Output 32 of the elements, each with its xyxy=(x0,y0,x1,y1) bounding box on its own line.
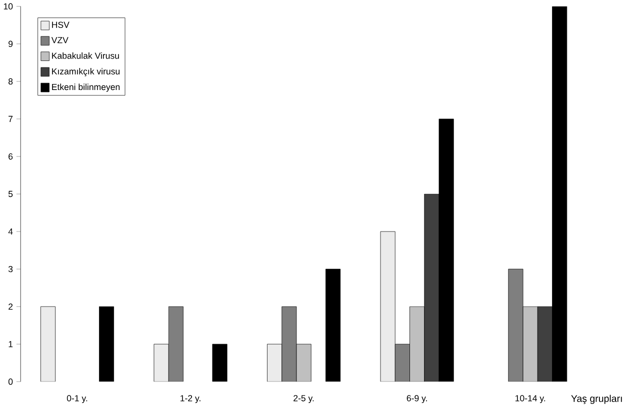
legend-label: HSV xyxy=(52,22,70,28)
bar xyxy=(40,306,56,382)
bar xyxy=(98,306,114,382)
y-tick-label: 5 xyxy=(8,190,13,197)
x-axis-title: Yaş grupları xyxy=(571,394,622,404)
y-tick-label: 4 xyxy=(8,228,13,234)
x-tick-label: 1-2 y. xyxy=(180,394,200,403)
legend-label: Kabakulak Virusu xyxy=(52,52,119,59)
y-tick-label: 8 xyxy=(8,78,13,84)
bar xyxy=(154,344,169,382)
bar xyxy=(296,344,312,382)
y-tick-label: 3 xyxy=(8,266,13,272)
y-tick-label: 7 xyxy=(8,116,13,122)
y-tick-label: 1 xyxy=(8,340,13,348)
legend-label: Etkeni bilinmeyen xyxy=(52,84,120,92)
y-tick-label: 0 xyxy=(8,378,13,385)
y-tick-label: 2 xyxy=(8,303,13,310)
bar xyxy=(326,268,341,382)
bar xyxy=(212,344,228,382)
x-tick-label: 6-9 y. xyxy=(406,394,427,403)
y-tick-label: 6 xyxy=(8,153,13,160)
bar xyxy=(522,306,538,382)
y-tick-label: 10 xyxy=(4,3,13,10)
bar xyxy=(410,306,425,382)
legend-label: Kızamıkçık virusu xyxy=(52,68,120,76)
legend-label: VZV xyxy=(51,36,68,44)
x-tick-label: 10-14 y. xyxy=(515,394,546,403)
bar xyxy=(380,231,396,382)
y-tick-label: 9 xyxy=(8,40,13,47)
x-tick-label: 0-1 y. xyxy=(66,394,88,403)
bar xyxy=(267,344,282,382)
x-tick-label: 2-5 y. xyxy=(294,394,314,403)
